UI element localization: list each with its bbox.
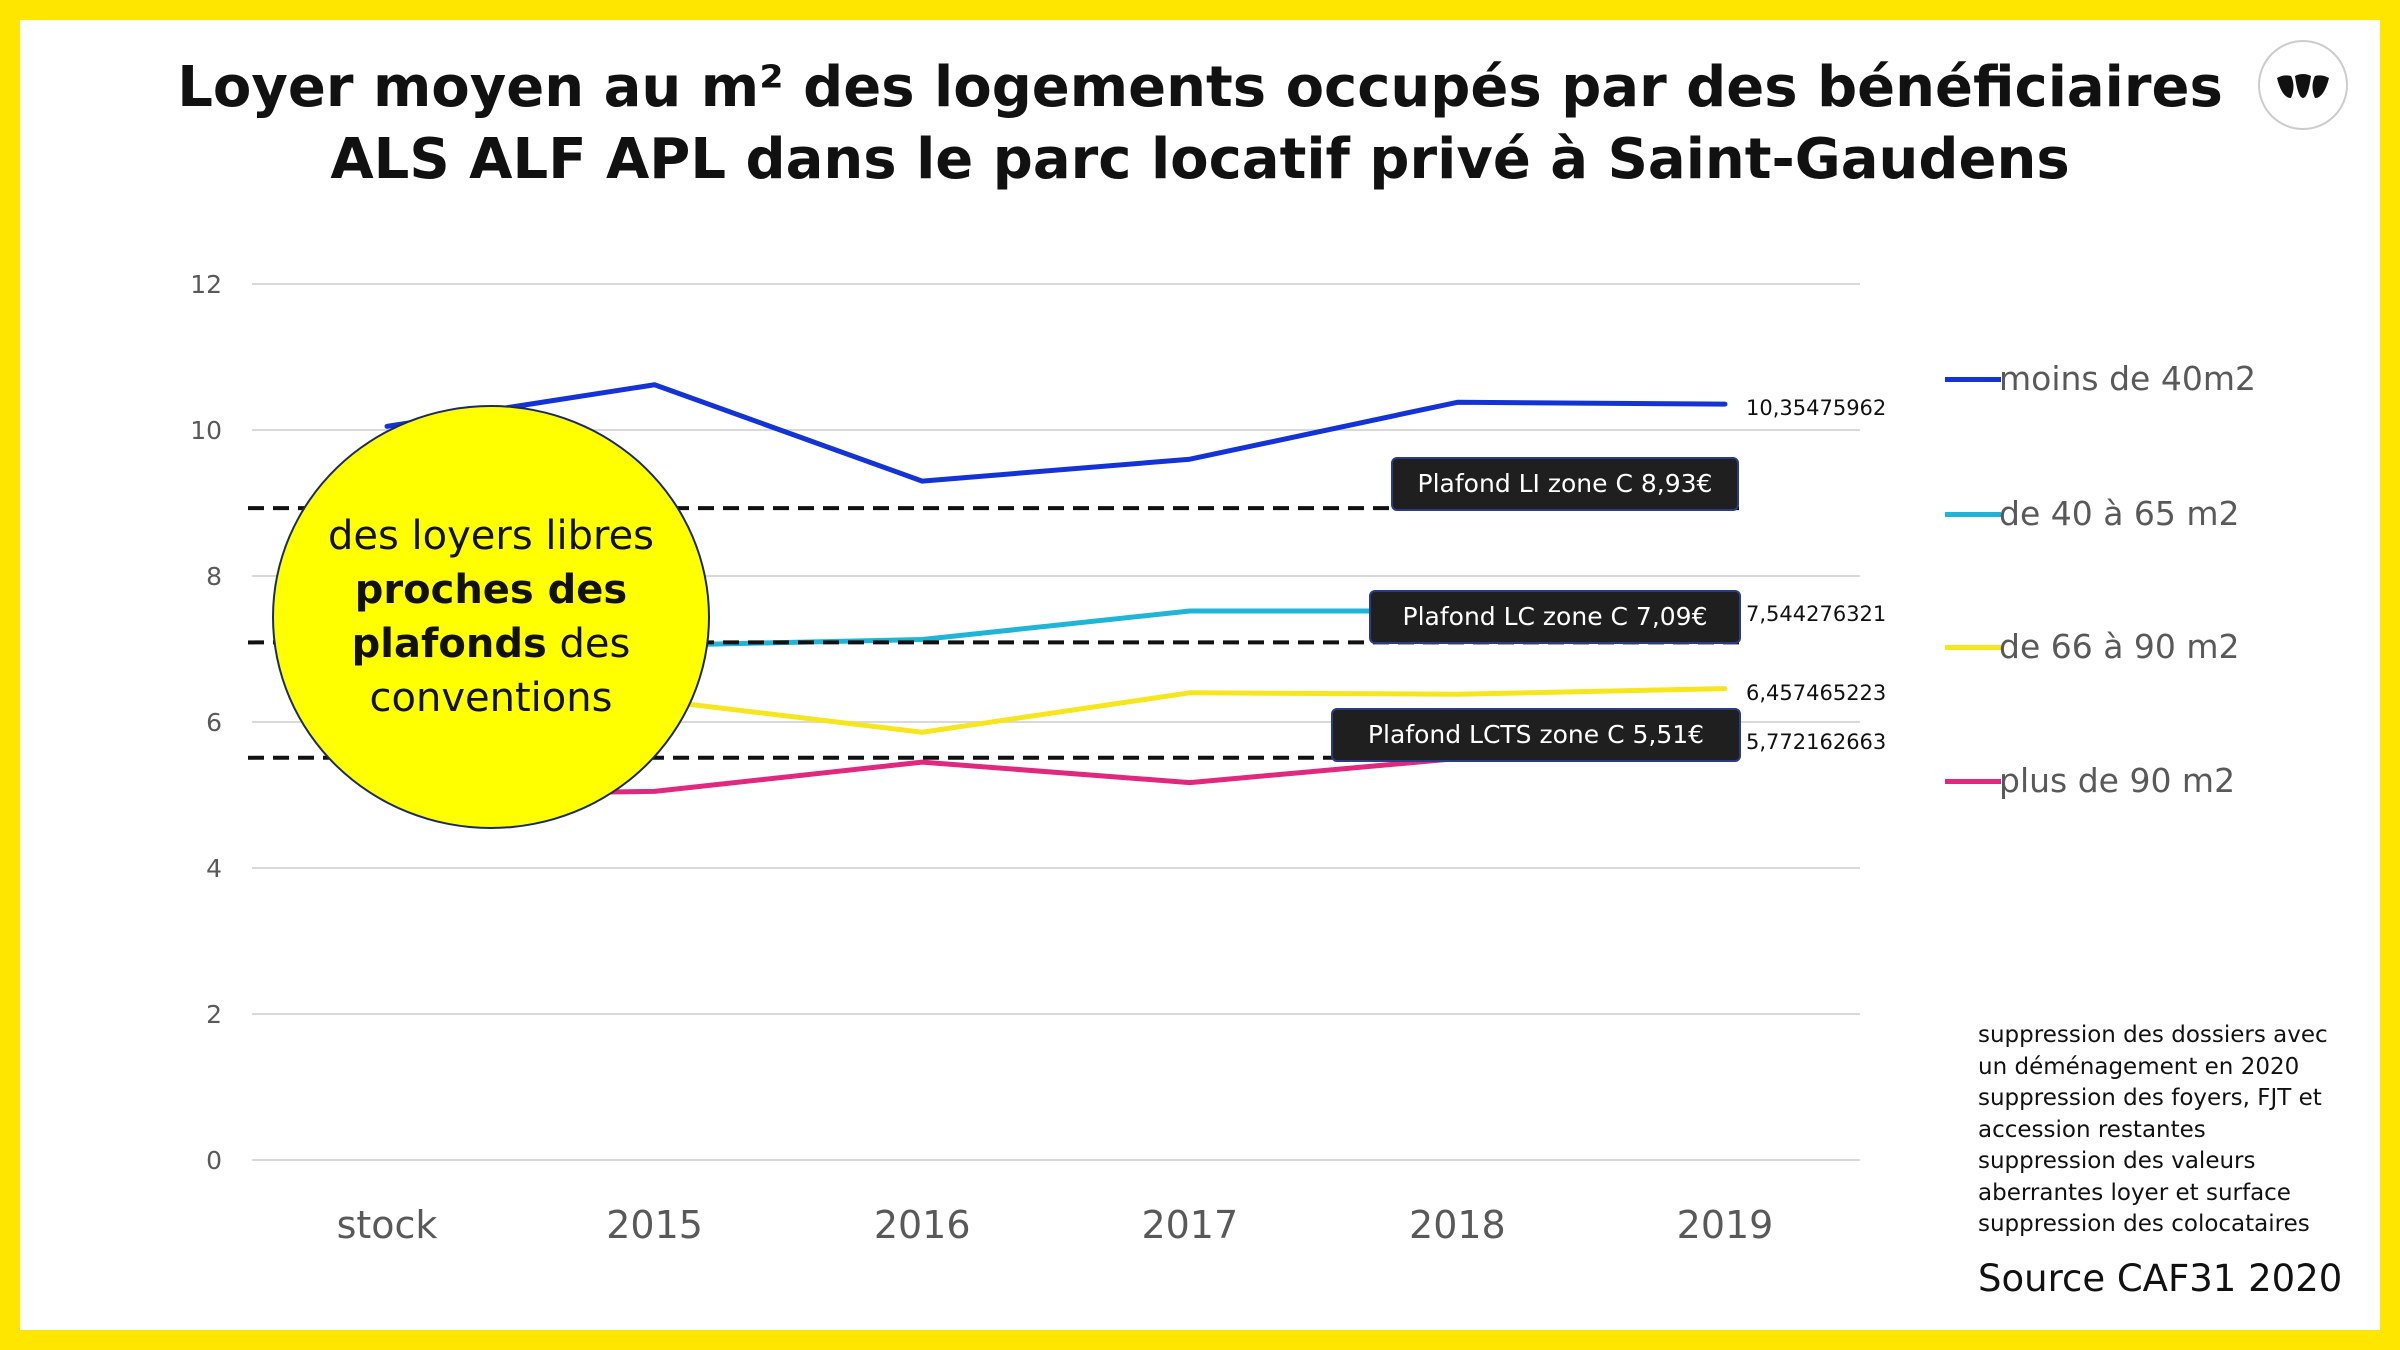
callout-text: des loyers libres proches des plafonds d…: [306, 509, 676, 725]
y-tick-label: 0: [206, 1146, 222, 1175]
y-tick-label: 6: [206, 708, 222, 737]
chart-title-line-2: ALS ALF APL dans le parc locatif privé à…: [330, 127, 2070, 192]
legend-label: plus de 90 m2: [1999, 761, 2236, 800]
series-end-label: 6,457465223: [1746, 681, 1886, 705]
plafond-label: Plafond LCTS zone C 5,51€: [1368, 720, 1704, 749]
series-end-label: 7,544276321: [1746, 602, 1886, 626]
chart-title: Loyer moyen au m² des logements occupés …: [0, 52, 2400, 196]
legend-swatch: [1945, 377, 2001, 382]
y-axis-tick-labels: 0 2 4 6 8 10 12: [190, 270, 222, 1175]
series-end-labels: 10,35475962 7,544276321 6,457465223 5,77216…: [1746, 396, 1886, 754]
legend-swatch: [1945, 645, 2001, 650]
x-tick-label: 2018: [1409, 1203, 1506, 1247]
publisher-logo-icon: [2258, 40, 2348, 130]
callout-bubble: des loyers libres proches des plafonds d…: [272, 405, 710, 829]
plafond-label: Plafond LI zone C 8,93€: [1418, 469, 1713, 498]
callout-text-part1: des loyers libres: [327, 513, 655, 559]
x-tick-label: 2015: [606, 1203, 703, 1247]
legend-label: moins de 40m2: [1999, 359, 2256, 398]
note-line: accession restantes: [1978, 1116, 2206, 1143]
x-tick-label: 2017: [1141, 1203, 1238, 1247]
y-tick-label: 2: [206, 1000, 222, 1029]
note-line: suppression des colocataires: [1978, 1211, 2310, 1237]
chart-title-line-1: Loyer moyen au m² des logements occupés …: [177, 55, 2223, 120]
source-label: Source CAF31 2020: [1978, 1257, 2343, 1300]
x-tick-label: 2016: [874, 1203, 971, 1247]
methodology-notes: suppression des dossiers avec un déménag…: [1978, 1020, 2328, 1241]
y-tick-label: 8: [206, 562, 222, 591]
callout-text-bold: proches des plafonds: [351, 567, 628, 667]
x-axis-tick-labels: stock 2015 2016 2017 2018 2019: [337, 1203, 1774, 1247]
note-line: aberrantes loyer et surface: [1978, 1179, 2291, 1206]
callout-text-part2: des conventions: [369, 621, 631, 721]
note-line: suppression des dossiers avec: [1978, 1022, 2328, 1048]
plafond-label-box: [1331, 708, 1741, 762]
legend-swatch: [1945, 512, 2001, 517]
legend-label: de 66 à 90 m2: [1999, 627, 2240, 666]
plafond-label: Plafond LC zone C 7,09€: [1403, 602, 1708, 631]
plafond-reference-lines: Plafond LI zone C 8,93€ Plafond LC zone C…: [248, 457, 1745, 762]
series-line: [384, 382, 1728, 484]
legend-label: de 40 à 65 m2: [1999, 494, 2240, 533]
x-tick-label: stock: [337, 1203, 438, 1247]
plafond-label-box: [1391, 457, 1739, 511]
series-end-label: 10,35475962: [1746, 396, 1886, 420]
y-tick-label: 12: [190, 270, 222, 299]
y-tick-label: 10: [190, 416, 222, 445]
note-line: suppression des foyers, FJT et: [1978, 1085, 2322, 1111]
plafond-label-box: [1369, 590, 1741, 644]
x-tick-label: 2019: [1677, 1203, 1774, 1247]
series-end-label: 5,772162663: [1746, 730, 1886, 754]
note-line: un déménagement en 2020: [1978, 1053, 2300, 1080]
legend-swatch: [1945, 779, 2001, 784]
y-tick-label: 4: [206, 854, 222, 883]
note-line: suppression des valeurs: [1978, 1148, 2256, 1174]
